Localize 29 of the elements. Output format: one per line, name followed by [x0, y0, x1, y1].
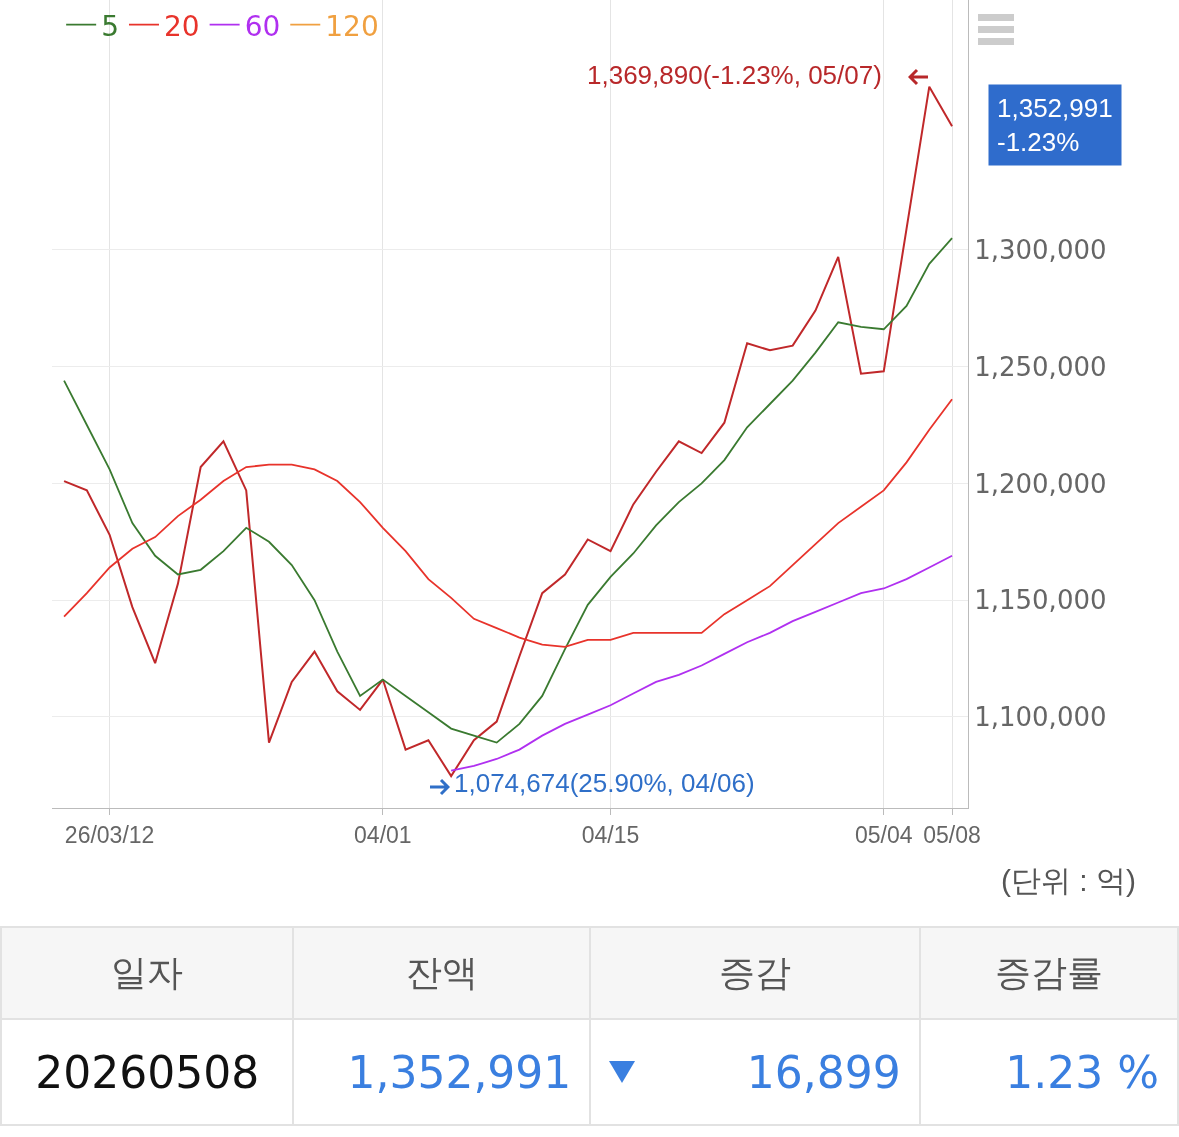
text: 20260508 [35, 1046, 260, 1098]
category-label: 증감률 [919, 927, 1178, 1019]
y-tick-label: 1,300,000 [974, 234, 1107, 265]
y-tick-label: 1,150,000 [974, 585, 1107, 616]
text: 16,899 [746, 1046, 901, 1098]
x-tick-label: 05/08 [923, 821, 981, 848]
line-series [63, 237, 953, 744]
legend-label: 5 [101, 9, 119, 43]
x-tick-label: 05/04 [854, 821, 913, 848]
annotation: 1,369,890(-1.23%, 05/07) [587, 60, 882, 90]
text: (단위 : 억) [1001, 864, 1136, 897]
legend-label: 120 [325, 9, 379, 43]
x-tick-label: 04/15 [581, 821, 640, 848]
x-tick-label: 26/03/12 [64, 821, 155, 848]
y-tick-label: 1,200,000 [974, 468, 1107, 499]
text: 1.23 % [1005, 1046, 1159, 1098]
line-series [450, 554, 953, 772]
category-label: 증감 [590, 927, 920, 1019]
legend-label: 60 [244, 9, 281, 43]
line-series [63, 398, 953, 648]
category-label: 일자 [1, 927, 294, 1019]
annotation: 1,074,674(25.90%, 04/06) [454, 768, 755, 798]
x-tick-label: 04/01 [354, 821, 412, 848]
text: 1,352,991 -1.23% [997, 93, 1113, 157]
y-tick-label: 1,250,000 [974, 351, 1107, 382]
category-label: 잔액 [293, 927, 591, 1019]
y-tick-label: 1,100,000 [974, 702, 1107, 733]
legend-label: 20 [163, 9, 200, 43]
text: 1,352,991 [347, 1046, 572, 1098]
